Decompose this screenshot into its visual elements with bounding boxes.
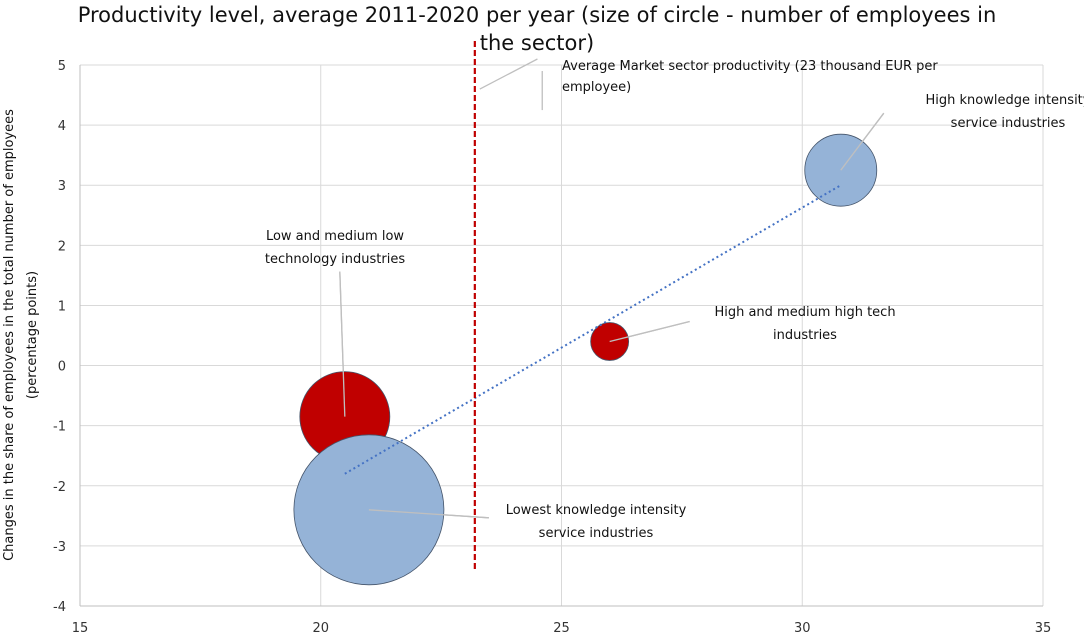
axes — [79, 65, 1043, 607]
annotation-lowest-knowledge: Lowest knowledge intensity service indus… — [506, 503, 687, 541]
y-tick-label-5: 0 — [58, 360, 66, 375]
y-tick-label-2: 3 — [58, 179, 66, 194]
x-tick-label-0: 15 — [72, 621, 89, 636]
x-tick-label-3: 30 — [794, 621, 811, 636]
annotation-average-productivity-line-2: employee) — [562, 80, 631, 95]
annotation-average-productivity-line-1: Average Market sector productivity (23 t… — [562, 59, 938, 74]
annotation-high-medium-tech: High and medium high tech industries — [714, 305, 895, 343]
annotation-high-knowledge-line-1: High knowledge intensity — [926, 93, 1084, 108]
y-tick-label-4: 1 — [58, 299, 66, 314]
overlay-lines — [339, 40, 885, 570]
x-tick-label-2: 25 — [553, 621, 570, 636]
leader-high-medium-tech-over — [609, 320, 690, 343]
x-tick-label-4: 35 — [1035, 621, 1052, 636]
annotation-lowest-knowledge-line-2: service industries — [539, 526, 654, 541]
y-tick-label-9: -4 — [53, 600, 66, 615]
leader-average-productivity-1 — [479, 58, 538, 90]
y-tick-label-0: 5 — [58, 59, 66, 74]
y-axis-label: Changes in the share of employees in the… — [2, 109, 40, 561]
grid — [80, 64, 1044, 606]
annotation-low-medium-tech-line-1: Low and medium low — [266, 229, 404, 244]
x-tick-label-1: 20 — [312, 621, 329, 636]
trendline — [344, 184, 842, 475]
annotation-high-medium-tech-line-1: High and medium high tech — [714, 305, 895, 320]
y-tick-label-7: -2 — [53, 480, 66, 495]
leader-low-medium-tech-over — [339, 271, 346, 417]
y-axis-label-line-2: (percentage points) — [25, 271, 40, 399]
annotation-high-knowledge-line-2: service industries — [951, 116, 1066, 131]
y-tick-label-3: 2 — [58, 239, 66, 254]
y-axis-label-line-1: Changes in the share of employees in the… — [2, 109, 17, 561]
y-tick-label-1: 4 — [58, 119, 66, 134]
y-tick-label-8: -3 — [53, 540, 66, 555]
annotation-low-medium-tech: Low and medium low technology industries — [265, 229, 405, 267]
leader-high-knowledge-over — [840, 112, 885, 171]
leader-lowest-knowledge-over — [368, 509, 489, 519]
annotation-high-medium-tech-line-2: industries — [773, 328, 837, 343]
chart-title-line-2: the sector) — [480, 31, 594, 55]
annotation-average-productivity: Average Market sector productivity (23 t… — [562, 59, 938, 95]
tick-labels: 5 4 3 2 1 0 -1 -2 -3 -4 15 20 25 30 35 — [53, 59, 1051, 636]
annotation-high-knowledge: High knowledge intensity service industr… — [926, 93, 1084, 131]
chart-title-line-1: Productivity level, average 2011-2020 pe… — [78, 3, 997, 27]
annotation-low-medium-tech-line-2: technology industries — [265, 252, 405, 267]
annotation-lowest-knowledge-line-1: Lowest knowledge intensity — [506, 503, 687, 518]
y-tick-label-6: -1 — [53, 420, 66, 435]
